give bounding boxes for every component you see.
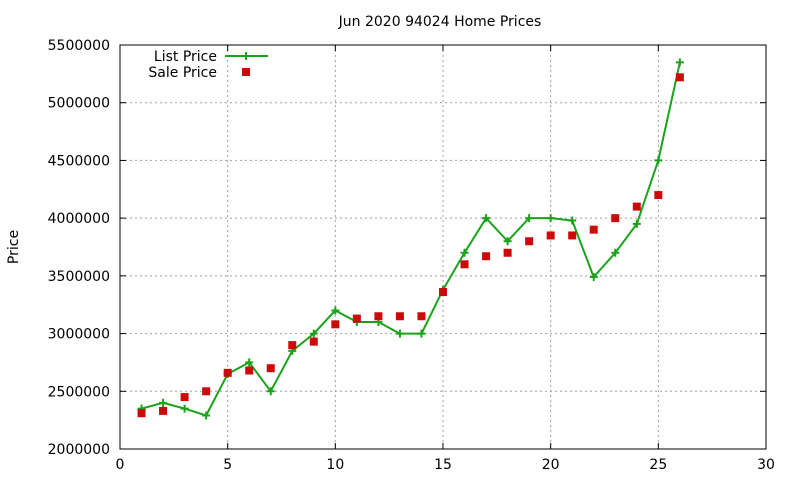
- data-point: [288, 341, 297, 350]
- data-point: [632, 219, 641, 228]
- data-point: [525, 237, 534, 246]
- data-point: [589, 225, 598, 234]
- data-point: [395, 329, 404, 338]
- series-sale-price: [137, 73, 684, 418]
- data-point: [180, 393, 189, 402]
- legend-marker: [242, 52, 250, 60]
- data-point: [266, 387, 275, 396]
- y-tick-label: 4500000: [48, 153, 110, 169]
- data-point: [245, 358, 254, 367]
- data-point: [482, 214, 491, 223]
- series-layer: [137, 58, 684, 420]
- data-point: [374, 312, 383, 321]
- y-tick-label: 5000000: [48, 96, 110, 112]
- legend-label: Sale Price: [148, 65, 217, 81]
- data-point: [568, 216, 577, 225]
- data-point: [460, 248, 469, 257]
- data-point: [482, 252, 491, 261]
- y-tick-label: 4000000: [48, 211, 110, 227]
- data-point: [546, 214, 555, 223]
- data-point: [525, 214, 534, 223]
- data-point: [180, 404, 189, 413]
- data-point: [654, 191, 663, 200]
- data-point: [266, 364, 275, 373]
- data-point: [395, 312, 404, 321]
- data-point: [137, 409, 146, 418]
- y-tick-label: 3500000: [48, 269, 110, 285]
- x-tick-label: 0: [116, 457, 125, 473]
- x-tick-label: 15: [434, 457, 452, 473]
- x-tick-label: 30: [757, 457, 775, 473]
- legend-marker: [242, 68, 250, 76]
- data-point: [546, 231, 555, 240]
- series-line: [141, 62, 681, 417]
- data-point: [159, 406, 168, 415]
- grid-lines: [120, 45, 766, 449]
- x-tick-label: 5: [223, 457, 232, 473]
- data-point: [202, 411, 211, 420]
- data-point: [611, 214, 620, 223]
- data-point: [309, 329, 318, 338]
- data-point: [202, 387, 211, 396]
- data-point: [675, 58, 684, 67]
- data-point: [245, 366, 254, 375]
- data-point: [568, 231, 577, 240]
- data-point: [503, 248, 512, 257]
- chart-title: Jun 2020 94024 Home Prices: [338, 14, 542, 30]
- data-point: [417, 312, 426, 321]
- y-tick-label: 2500000: [48, 384, 110, 400]
- data-point: [159, 398, 168, 407]
- data-point: [675, 73, 684, 82]
- x-tick-label: 10: [326, 457, 344, 473]
- data-point: [632, 202, 641, 211]
- data-point: [611, 248, 620, 257]
- data-point: [439, 288, 447, 297]
- legend-label: List Price: [154, 49, 217, 65]
- y-tick-label: 2000000: [48, 442, 110, 458]
- data-point: [352, 314, 361, 323]
- data-point: [460, 260, 469, 269]
- y-axis-label: Price: [6, 230, 22, 264]
- y-tick-label: 3000000: [48, 327, 110, 343]
- x-tick-label: 25: [649, 457, 667, 473]
- y-tick-label: 5500000: [48, 38, 110, 54]
- data-point: [654, 156, 663, 165]
- axis-ticks: 0 5 10 15 20 25 30 2000000 2500000 3000000 3500000…: [48, 38, 775, 473]
- data-point: [417, 329, 426, 338]
- data-point: [309, 337, 318, 346]
- data-point: [331, 320, 340, 329]
- x-tick-label: 20: [542, 457, 560, 473]
- series-list-price: [137, 58, 684, 420]
- data-point: [223, 368, 232, 377]
- data-point: [503, 237, 512, 246]
- data-point: [331, 306, 340, 315]
- data-point: [589, 273, 598, 282]
